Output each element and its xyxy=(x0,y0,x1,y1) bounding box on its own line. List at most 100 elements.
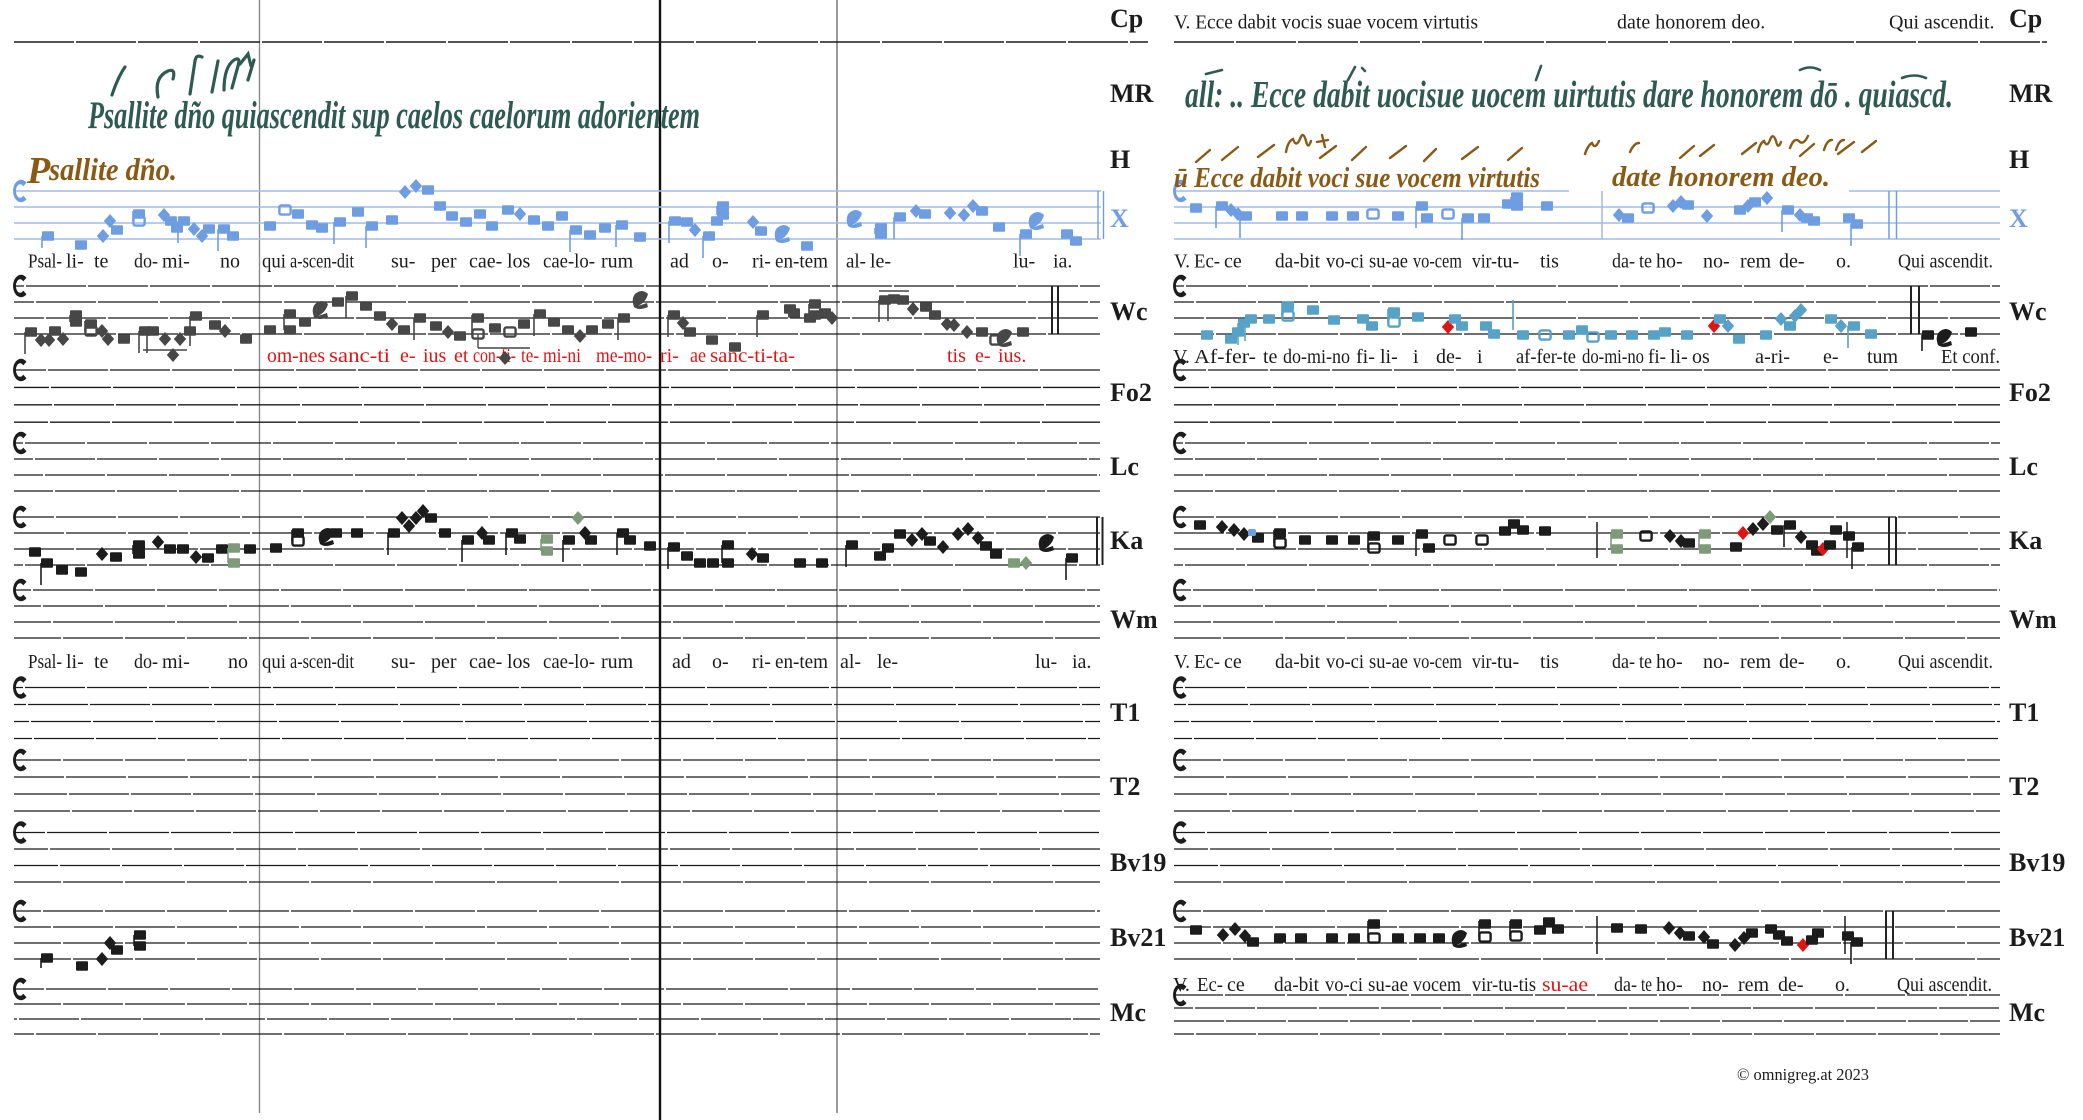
svg-text:MR: MR xyxy=(2009,79,2053,108)
svg-text:rum: rum xyxy=(601,251,634,273)
svg-text:Wm: Wm xyxy=(2009,605,2057,634)
svg-text:no-: no- xyxy=(1703,651,1730,673)
svg-text:vo-ci: vo-ci xyxy=(1326,251,1364,273)
svg-text:Bv19: Bv19 xyxy=(1110,848,1166,877)
svg-text:Af-fer-: Af-fer- xyxy=(1194,346,1256,368)
svg-text:sanc-ti: sanc-ti xyxy=(329,345,391,367)
svg-text:© omnigreg.at 2023: © omnigreg.at 2023 xyxy=(1737,1065,1869,1084)
svg-text:fi-: fi- xyxy=(1356,346,1375,368)
svg-text:los: los xyxy=(507,251,531,273)
svg-text:no: no xyxy=(220,251,240,273)
svg-text:da-: da- xyxy=(1614,974,1637,996)
svg-text:rem: rem xyxy=(1740,651,1772,673)
svg-text:o.: o. xyxy=(1836,251,1851,273)
svg-text:su-ae: su-ae xyxy=(1369,251,1408,273)
svg-text:date honorem deo.: date honorem deo. xyxy=(1617,12,1765,34)
svg-text:te: te xyxy=(94,251,109,273)
svg-text:e-: e- xyxy=(1823,346,1839,368)
svg-text:ho-: ho- xyxy=(1656,974,1683,996)
svg-text:ia.: ia. xyxy=(1072,651,1091,673)
svg-text:V.: V. xyxy=(1174,251,1190,273)
svg-text:le-: le- xyxy=(877,651,898,673)
svg-text:Ka: Ka xyxy=(2009,526,2042,555)
svg-text:vocem: vocem xyxy=(1413,974,1461,996)
svg-text:e-: e- xyxy=(975,345,991,367)
svg-text:vir-: vir- xyxy=(1472,251,1497,273)
svg-text:T1: T1 xyxy=(2009,698,2039,727)
svg-text:Ec-: Ec- xyxy=(1194,651,1220,673)
svg-text:de-: de- xyxy=(1779,251,1805,273)
svg-text:Ec-: Ec- xyxy=(1197,974,1223,996)
svg-text:a-ri-: a-ri- xyxy=(1755,346,1790,368)
svg-text:su-ae: su-ae xyxy=(1368,974,1408,996)
svg-text:no-: no- xyxy=(1702,974,1729,996)
svg-text:Mc: Mc xyxy=(2009,998,2045,1027)
svg-text:V.: V. xyxy=(1173,974,1190,996)
svg-text:lu-: lu- xyxy=(1013,251,1035,273)
svg-text:i: i xyxy=(1477,346,1483,368)
svg-text:om-nes: om-nes xyxy=(267,345,325,367)
svg-text:V.: V. xyxy=(1173,346,1190,368)
svg-text:ri-: ri- xyxy=(660,345,679,367)
svg-text:te-: te- xyxy=(521,345,539,367)
svg-text:o-: o- xyxy=(712,251,729,273)
svg-text:no-: no- xyxy=(1703,251,1730,273)
svg-text:los: los xyxy=(507,651,531,673)
svg-text:ce: ce xyxy=(1224,251,1242,273)
svg-text:Fo2: Fo2 xyxy=(2009,378,2051,407)
svg-text:Psallite dño quiascendit sup c: Psallite dño quiascendit sup caelos cael… xyxy=(87,94,700,137)
svg-text:ce: ce xyxy=(1227,974,1245,996)
svg-text:V. Ecce dabit vocis suae vocem: V. Ecce dabit vocis suae vocem virtutis xyxy=(1174,12,1478,34)
svg-text:li-: li- xyxy=(66,251,84,273)
svg-text:mi-: mi- xyxy=(162,651,190,673)
svg-text:Bv21: Bv21 xyxy=(2009,923,2065,952)
svg-text:su-: su- xyxy=(391,651,415,673)
svg-text:Qui ascendit.: Qui ascendit. xyxy=(1889,12,1995,34)
svg-text:me-mo-: me-mo- xyxy=(596,345,652,367)
svg-text:li-: li- xyxy=(1380,346,1398,368)
svg-text:date honorem deo.: date honorem deo. xyxy=(1612,161,1830,193)
svg-text:ri-: ri- xyxy=(752,251,771,273)
svg-text:Psal-: Psal- xyxy=(28,251,62,273)
svg-text:rum: rum xyxy=(601,651,634,673)
svg-text:ce: ce xyxy=(1224,651,1242,673)
svg-text:te: te xyxy=(94,651,109,673)
svg-text:fi-: fi- xyxy=(1648,346,1666,368)
svg-text:vir-tu-tis: vir-tu-tis xyxy=(1472,974,1536,996)
svg-text:tum: tum xyxy=(1867,346,1899,368)
svg-text:o-: o- xyxy=(712,651,729,673)
svg-text:a-scen-dit: a-scen-dit xyxy=(290,651,354,673)
svg-text:e-: e- xyxy=(400,345,416,367)
svg-text:ho-: ho- xyxy=(1656,651,1683,673)
svg-text:a-scen-dit: a-scen-dit xyxy=(290,251,354,273)
svg-text:te: te xyxy=(1639,251,1652,273)
svg-text:li-: li- xyxy=(1670,346,1688,368)
svg-text:tis: tis xyxy=(947,345,966,367)
svg-text:lu-: lu- xyxy=(1035,651,1057,673)
svg-text:Et conf.: Et conf. xyxy=(1941,346,2000,368)
svg-text:Qui ascendit.: Qui ascendit. xyxy=(1898,251,1993,273)
svg-text:ius.: ius. xyxy=(998,345,1026,367)
svg-text:Cp: Cp xyxy=(1110,4,1143,33)
svg-text:H: H xyxy=(2009,145,2029,174)
svg-text:mi-: mi- xyxy=(162,251,190,273)
svg-text:li-: li- xyxy=(66,651,84,673)
svg-text:da-bit: da-bit xyxy=(1275,651,1320,673)
svg-text:ri-: ri- xyxy=(752,651,771,673)
svg-text:Psal-: Psal- xyxy=(28,651,62,673)
svg-text:cae-lo-: cae-lo- xyxy=(543,651,595,673)
svg-text:ad: ad xyxy=(670,251,689,273)
svg-text:tis: tis xyxy=(1540,251,1559,273)
svg-text:per: per xyxy=(431,251,457,273)
svg-text:X: X xyxy=(1110,204,1129,233)
svg-text:per: per xyxy=(431,651,457,673)
svg-text:Qui ascendit.: Qui ascendit. xyxy=(1897,974,1992,996)
svg-text:os: os xyxy=(1692,346,1710,368)
svg-text:Cp: Cp xyxy=(2009,4,2042,33)
svg-text:vo-ci: vo-ci xyxy=(1326,651,1364,673)
svg-text:da-bit: da-bit xyxy=(1274,974,1319,996)
svg-text:sallite dño.: sallite dño. xyxy=(48,151,177,187)
svg-text:al-: al- xyxy=(840,651,861,673)
svg-text:de-: de- xyxy=(1779,651,1805,673)
svg-text:do-mi-no: do-mi-no xyxy=(1582,346,1644,368)
